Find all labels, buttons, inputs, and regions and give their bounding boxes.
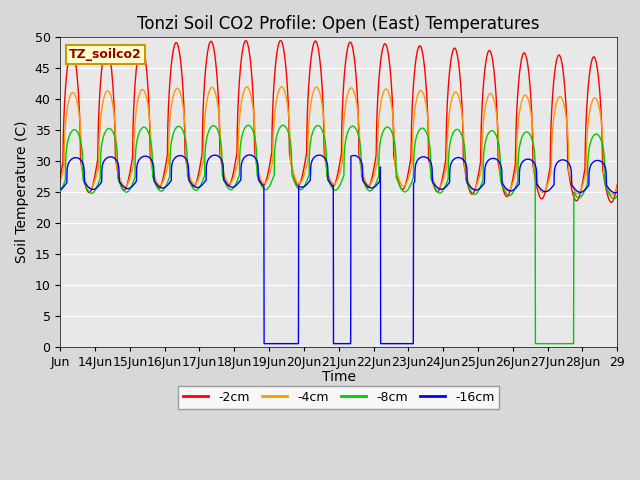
-8cm — [532, 341, 540, 347]
-2cm — [507, 187, 515, 192]
-16cm — [372, 182, 380, 188]
X-axis label: Time: Time — [322, 370, 356, 384]
-16cm — [260, 341, 268, 347]
-16cm — [507, 188, 515, 194]
-16cm — [56, 187, 64, 192]
-4cm — [278, 84, 285, 90]
-4cm — [507, 186, 515, 192]
-2cm — [605, 198, 613, 204]
Line: -2cm: -2cm — [60, 40, 617, 203]
-8cm — [279, 122, 287, 128]
Line: -16cm: -16cm — [60, 155, 617, 344]
-8cm — [613, 193, 621, 199]
-8cm — [372, 180, 380, 185]
-16cm — [246, 152, 253, 158]
Title: Tonzi Soil CO2 Profile: Open (East) Temperatures: Tonzi Soil CO2 Profile: Open (East) Temp… — [138, 15, 540, 33]
-4cm — [538, 189, 546, 195]
-8cm — [56, 189, 64, 194]
-8cm — [606, 192, 614, 198]
-2cm — [607, 200, 615, 205]
Y-axis label: Soil Temperature (C): Soil Temperature (C) — [15, 121, 29, 264]
-2cm — [276, 37, 284, 43]
-8cm — [232, 180, 240, 186]
-8cm — [112, 139, 120, 145]
-2cm — [613, 182, 621, 188]
-16cm — [112, 156, 120, 162]
Line: -4cm: -4cm — [60, 87, 617, 195]
Text: TZ_soilco2: TZ_soilco2 — [68, 48, 141, 61]
-4cm — [232, 167, 240, 172]
-2cm — [232, 156, 240, 161]
-4cm — [372, 164, 380, 170]
-4cm — [605, 189, 613, 195]
-8cm — [507, 192, 515, 198]
-16cm — [538, 188, 546, 193]
-2cm — [56, 174, 64, 180]
Legend: -2cm, -4cm, -8cm, -16cm: -2cm, -4cm, -8cm, -16cm — [178, 385, 499, 408]
-2cm — [538, 196, 546, 202]
-4cm — [613, 184, 621, 190]
-2cm — [372, 147, 380, 153]
-16cm — [606, 187, 614, 192]
-16cm — [613, 190, 621, 195]
-2cm — [112, 158, 120, 164]
-8cm — [538, 341, 546, 347]
-4cm — [56, 179, 64, 184]
-4cm — [609, 192, 616, 198]
Line: -8cm: -8cm — [60, 125, 617, 344]
-16cm — [232, 182, 240, 188]
-4cm — [112, 135, 120, 141]
